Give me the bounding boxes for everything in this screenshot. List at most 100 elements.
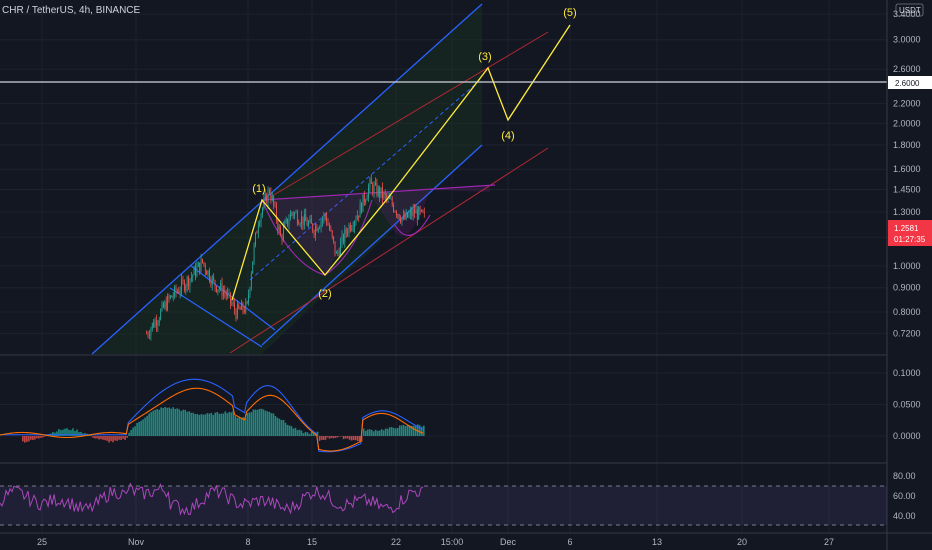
candle-body bbox=[154, 320, 156, 328]
macd-bar bbox=[284, 422, 287, 436]
candle-body bbox=[248, 295, 249, 303]
candle-body bbox=[412, 209, 414, 217]
macd-bar bbox=[118, 436, 120, 440]
rsi-tick-label: 80.00 bbox=[893, 471, 916, 481]
macd-bar bbox=[108, 436, 110, 443]
candle-body bbox=[296, 212, 298, 224]
candle-body bbox=[376, 182, 378, 196]
candle-body bbox=[421, 210, 422, 212]
candlesticks bbox=[146, 174, 425, 341]
candle-body bbox=[153, 322, 155, 328]
candle-body bbox=[416, 209, 418, 220]
macd-bar bbox=[384, 428, 387, 436]
candle-body bbox=[372, 183, 374, 193]
candle-body bbox=[361, 203, 362, 213]
candle-body bbox=[315, 226, 316, 235]
candle-body bbox=[217, 289, 219, 292]
macd-bar bbox=[374, 429, 377, 436]
time-tick-label: 15:00 bbox=[441, 537, 464, 547]
candle-body bbox=[246, 301, 248, 303]
macd-bar bbox=[40, 436, 42, 438]
macd-bar bbox=[328, 436, 331, 439]
candle-body bbox=[234, 303, 235, 311]
candle-body bbox=[221, 283, 223, 296]
price-tick-label: 1.6000 bbox=[893, 164, 921, 174]
macd-bar bbox=[332, 436, 335, 439]
price-tick-label: 0.7200 bbox=[893, 329, 921, 339]
candle-body bbox=[190, 277, 192, 279]
macd-bar bbox=[356, 436, 359, 441]
candle-body bbox=[379, 187, 381, 197]
candle-body bbox=[228, 292, 230, 294]
candle-body bbox=[366, 197, 368, 201]
macd-bar bbox=[420, 426, 423, 436]
macd-bar bbox=[64, 428, 66, 436]
candle-body bbox=[287, 218, 288, 225]
candle-body bbox=[323, 214, 325, 219]
current-price-box bbox=[888, 220, 932, 246]
macd-bar bbox=[280, 420, 283, 436]
candle-body bbox=[170, 295, 171, 299]
candle-body bbox=[214, 280, 216, 287]
candle-body bbox=[309, 218, 311, 223]
candle-body bbox=[146, 333, 148, 335]
macd-bar bbox=[302, 433, 305, 436]
candle-body bbox=[351, 228, 353, 231]
macd-bar bbox=[372, 431, 375, 436]
candle-body bbox=[242, 302, 244, 311]
macd-bar bbox=[342, 436, 345, 440]
candle-body bbox=[278, 227, 280, 230]
candle-body bbox=[400, 218, 401, 222]
time-axis[interactable]: 25 Nov 8 15 22 15:00 Dec 6 13 20 27 bbox=[37, 537, 834, 547]
candle-body bbox=[235, 310, 237, 319]
level-price-label: 2.6000 bbox=[895, 79, 920, 88]
macd-bar bbox=[100, 436, 102, 440]
macd-bar bbox=[136, 423, 138, 436]
currency-badge[interactable] bbox=[895, 3, 924, 17]
macd-bar bbox=[42, 436, 44, 438]
macd-bar bbox=[322, 436, 325, 440]
candle-body bbox=[389, 196, 390, 199]
price-tick-label: 1.4500 bbox=[893, 184, 921, 194]
macd-bar bbox=[292, 428, 295, 436]
candle-body bbox=[277, 220, 279, 230]
macd-bar bbox=[402, 425, 405, 436]
macd-bar bbox=[306, 432, 309, 436]
macd-bar bbox=[158, 409, 160, 436]
candle-body bbox=[260, 214, 262, 223]
candle-body bbox=[223, 291, 224, 296]
candle-body bbox=[384, 192, 386, 195]
macd-bar bbox=[124, 436, 126, 440]
candle-body bbox=[380, 187, 382, 197]
candle-body bbox=[256, 232, 258, 234]
candle-body bbox=[382, 187, 383, 198]
rsi-tick-label: 40.00 bbox=[893, 511, 916, 521]
candle-body bbox=[284, 222, 286, 227]
candle-body bbox=[231, 302, 233, 304]
macd-bar bbox=[310, 432, 313, 436]
macd-bar bbox=[352, 436, 355, 441]
candle-body bbox=[338, 252, 340, 256]
time-tick-label: 27 bbox=[824, 537, 834, 547]
macd-bar bbox=[116, 436, 118, 441]
macd-bar bbox=[416, 424, 419, 436]
candle-body bbox=[276, 205, 277, 221]
macd-bar bbox=[266, 411, 269, 436]
macd-bar bbox=[346, 436, 349, 439]
candle-body bbox=[163, 303, 164, 308]
macd-bar bbox=[226, 413, 229, 436]
macd-bar bbox=[422, 425, 425, 436]
current-price-label: 1.2581 bbox=[894, 224, 919, 233]
candle-body bbox=[422, 210, 424, 213]
macd-bar bbox=[412, 425, 415, 436]
elliott-wave-path[interactable] bbox=[231, 24, 571, 301]
macd-bar bbox=[126, 436, 128, 438]
price-tick-label: 2.0000 bbox=[893, 118, 921, 128]
candle-body bbox=[232, 303, 234, 305]
macd-bar bbox=[250, 412, 253, 436]
candle-body bbox=[167, 296, 169, 310]
macd-bar bbox=[390, 427, 393, 436]
rsi-tick-label: 60.00 bbox=[893, 491, 916, 501]
candle-body bbox=[377, 187, 379, 196]
